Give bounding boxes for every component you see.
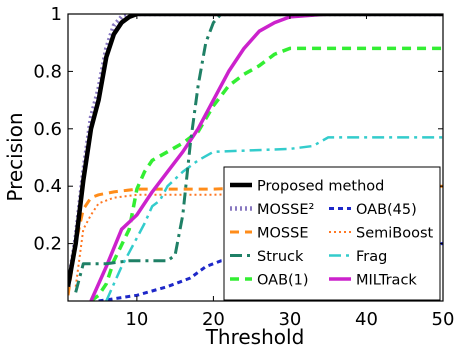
x-axis-label: Threshold bbox=[205, 325, 305, 347]
legend-label-mosse: MOSSE² bbox=[257, 202, 314, 218]
series-line-mosse bbox=[68, 184, 443, 296]
series-line-oab-45 bbox=[98, 242, 443, 301]
legend-label-proposed-method: Proposed method bbox=[257, 179, 384, 195]
x-tick-label: 10 bbox=[125, 309, 148, 330]
legend-label-struck: Struck bbox=[257, 249, 304, 265]
y-tick-label: 0.8 bbox=[33, 61, 62, 82]
y-axis-label: Precision bbox=[3, 112, 27, 201]
x-tick-label: 40 bbox=[355, 309, 378, 330]
series-line-semiboost bbox=[74, 185, 443, 287]
legend-label-oab-1: OAB(1) bbox=[257, 273, 309, 289]
series-line-frag bbox=[105, 136, 443, 301]
legend-label-oab-45: OAB(45) bbox=[356, 202, 417, 218]
y-tick-label: 0.6 bbox=[33, 119, 62, 140]
legend-label-frag: Frag bbox=[356, 249, 387, 265]
series-line-proposed-method bbox=[68, 14, 443, 287]
series-line-struck bbox=[74, 14, 443, 293]
y-tick-label: 0.2 bbox=[33, 234, 62, 255]
ticks-layer: 10 20 30 40 50 0.2 0.4 0.6 0.8 1 bbox=[33, 4, 454, 330]
series-layer bbox=[68, 14, 443, 301]
y-tick-label: 1 bbox=[51, 4, 62, 25]
series-line-miltrack bbox=[89, 14, 443, 301]
series-line-oab-1 bbox=[89, 46, 443, 301]
legend-label-mosse: MOSSE bbox=[257, 226, 309, 242]
x-tick-label: 50 bbox=[432, 309, 455, 330]
y-tick-label: 0.4 bbox=[33, 176, 62, 197]
plot-frame bbox=[67, 13, 444, 302]
legend: Proposed method MOSSE² OAB(45) MOSSE SemiBoo… bbox=[223, 166, 441, 301]
legend-label-miltrack: MILTrack bbox=[356, 273, 417, 289]
x-tick-label: 30 bbox=[278, 309, 301, 330]
x-tick-label: 20 bbox=[202, 309, 225, 330]
legend-label-semiboost: SemiBoost bbox=[356, 226, 434, 242]
